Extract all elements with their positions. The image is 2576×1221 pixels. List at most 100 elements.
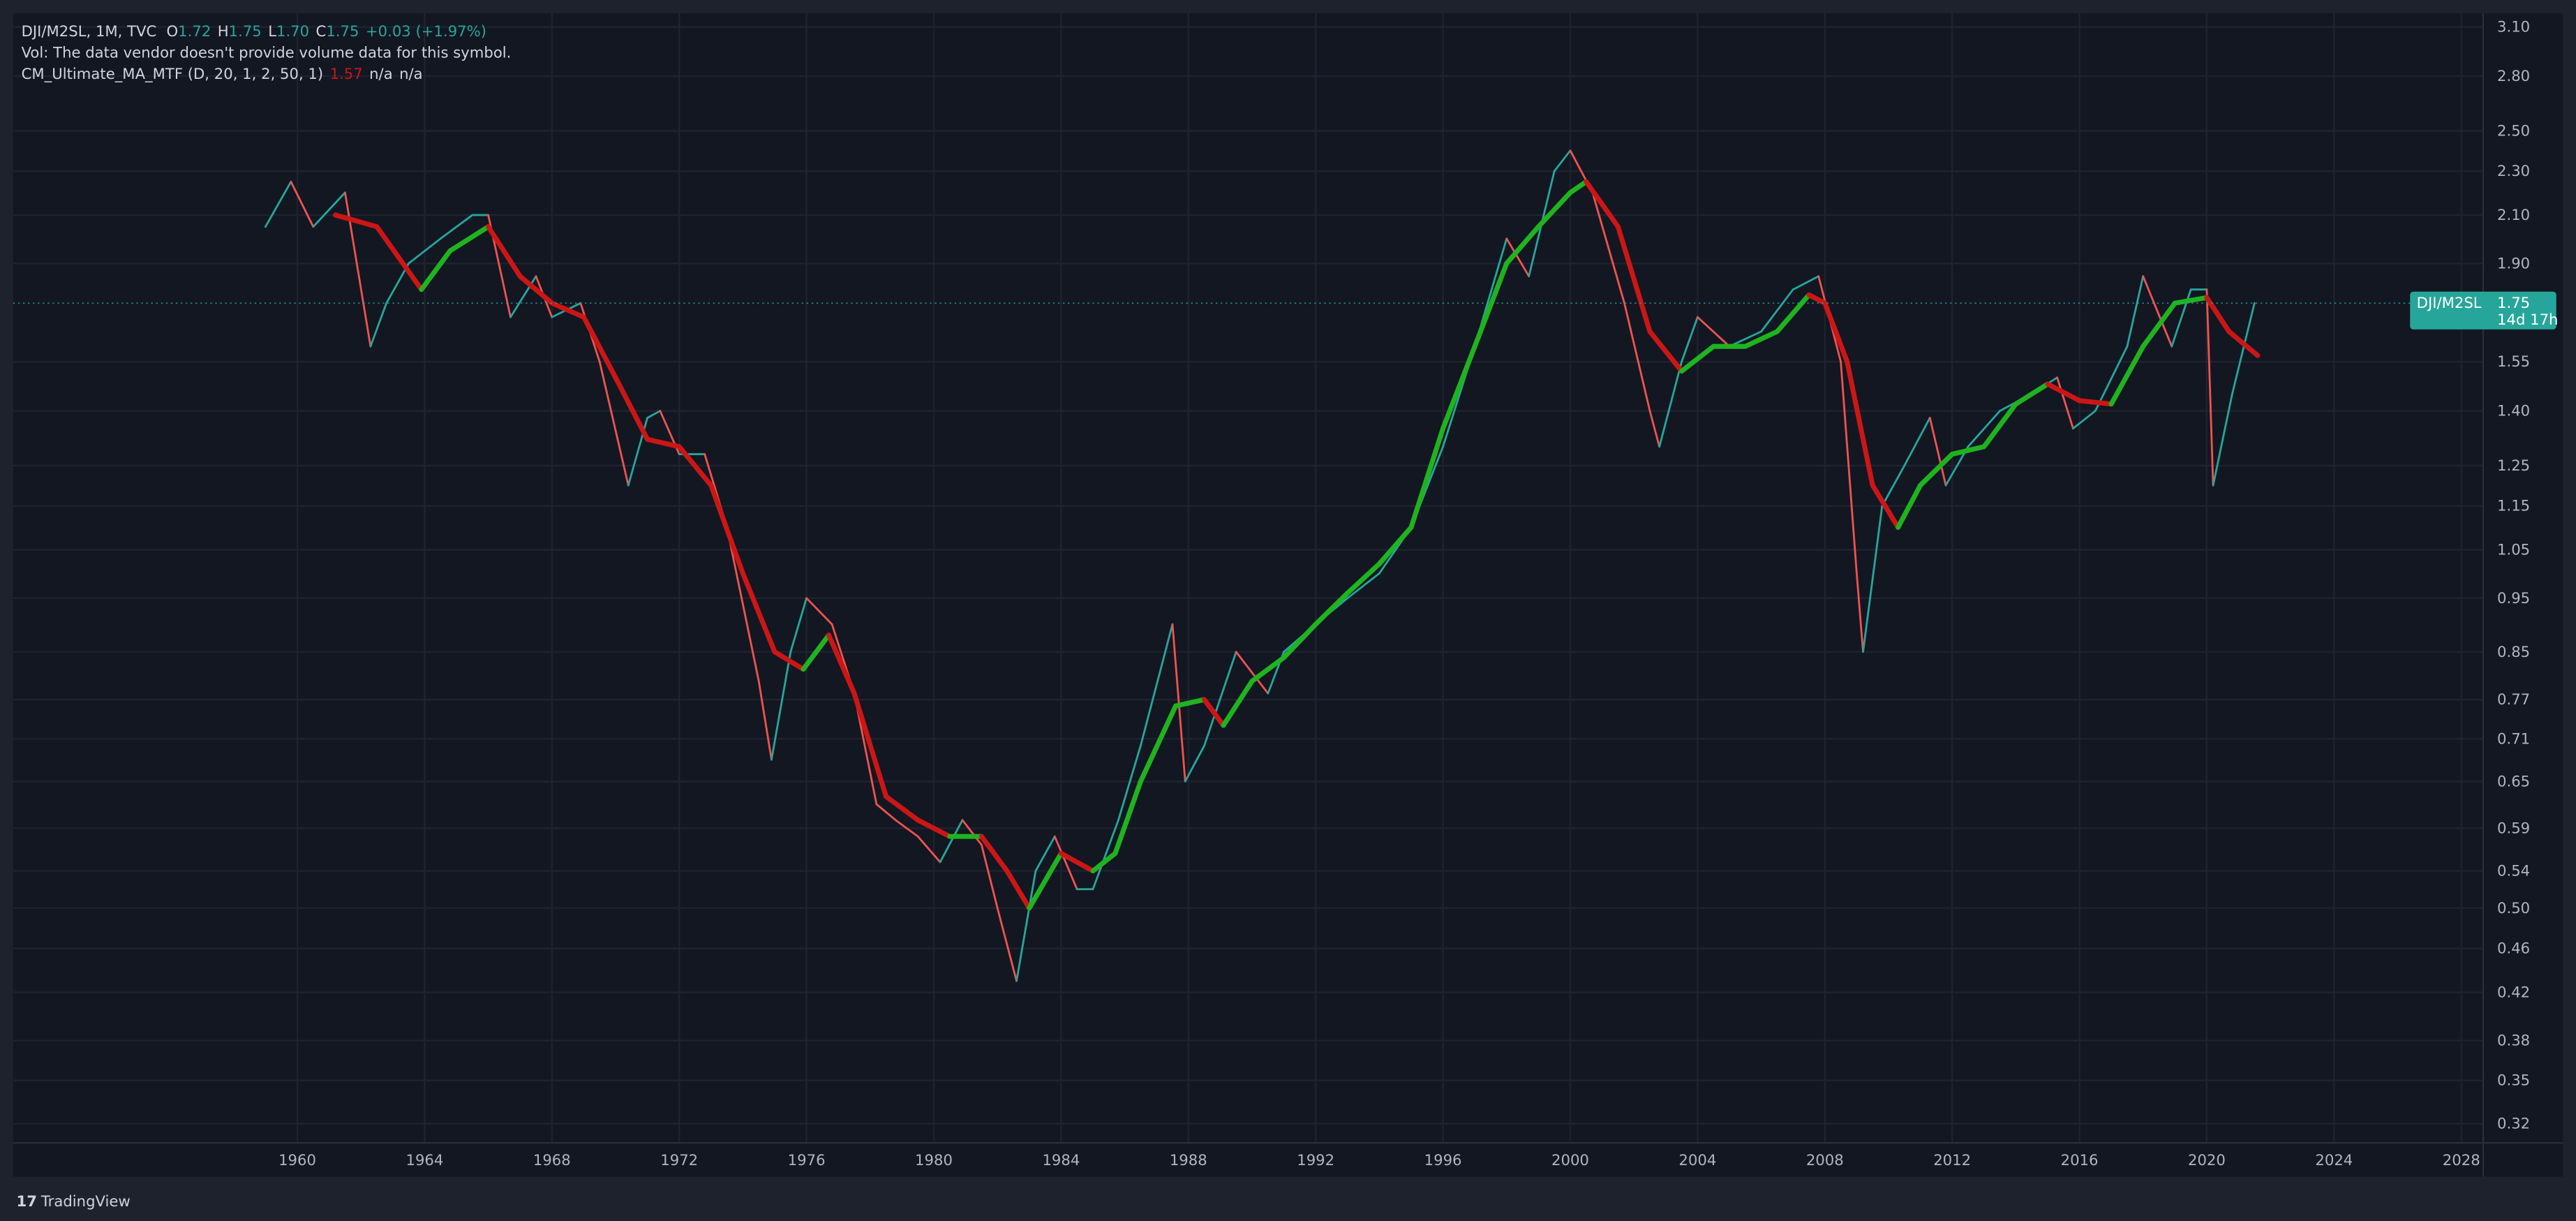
series-segment [884, 794, 921, 823]
series-segment [2212, 392, 2233, 487]
y-tick-label: 1.55 [2497, 353, 2530, 370]
series-segment [1346, 572, 1380, 600]
y-tick-label: 0.50 [2497, 899, 2530, 917]
x-tick-label: 1980 [915, 1151, 953, 1169]
y-tick-label: 1.90 [2497, 254, 2530, 272]
series-segment [549, 300, 586, 320]
series-segment [1112, 778, 1143, 856]
series-segment [1027, 850, 1064, 911]
series-segment [2141, 300, 2177, 349]
series-segment [2204, 295, 2232, 334]
series-segment [1203, 651, 1237, 747]
series-segment [408, 237, 442, 265]
y-tick-label: 1.15 [2497, 497, 2530, 515]
series-segment [1928, 417, 1947, 487]
price-label-value: 1.75 [2497, 294, 2530, 311]
series-segment [789, 597, 808, 653]
series-segment [916, 835, 941, 864]
series-segment [1058, 850, 1096, 874]
series-segment [772, 649, 806, 672]
series-segment [290, 180, 315, 228]
y-tick-label: 3.10 [2497, 18, 2530, 36]
series-segment [805, 597, 833, 626]
series-segment [1235, 651, 1270, 695]
x-tick-label: 1972 [660, 1151, 698, 1169]
series-segment [2142, 275, 2173, 348]
series-segment [2056, 376, 2074, 430]
series-segment [1139, 623, 1174, 747]
series-segment [1760, 288, 1794, 333]
x-tick-label: 2004 [1678, 1151, 1716, 1169]
y-tick-label: 2.30 [2497, 162, 2530, 179]
y-tick-label: 1.40 [2497, 402, 2530, 420]
series-segment [265, 180, 292, 228]
series-segment [851, 690, 889, 799]
indicator-value: 1.57 [330, 65, 363, 82]
series-segment [517, 274, 555, 306]
x-tick-label: 1988 [1170, 1151, 1207, 1169]
series-segment [646, 410, 662, 419]
series-segment [1681, 316, 1699, 363]
y-tick-label: 2.80 [2497, 67, 2530, 84]
indicator-name: CM_Ultimate_MA_MTF (D, 20, 1, 2, 50, 1) [22, 65, 324, 83]
y-tick-label: 1.25 [2497, 457, 2530, 474]
series-segment [333, 212, 380, 230]
series-segment [875, 803, 897, 822]
series-segment [1440, 343, 1477, 431]
x-tick-label: 1984 [1042, 1151, 1080, 1169]
series-segment [2226, 329, 2261, 358]
series-segment [1090, 850, 1118, 874]
x-tick-label: 2008 [1806, 1151, 1844, 1169]
series-segment [1845, 359, 1875, 488]
indicator-extra: n/a [369, 65, 393, 82]
series-segment [1553, 149, 1572, 172]
x-tick-label: 2020 [2188, 1151, 2226, 1169]
series-segment [1806, 292, 1828, 306]
series-segment [1615, 224, 1653, 334]
series-segment [1408, 426, 1446, 530]
series-segment [1840, 360, 1858, 575]
legend-line-2: Vol: The data vendor doesn't provide vol… [22, 43, 512, 61]
series-segment [1535, 190, 1573, 230]
series-segment [2077, 398, 2114, 407]
y-tick-label: 0.59 [2497, 819, 2530, 836]
series-segment [1623, 302, 1651, 412]
y-tick-label: 1.05 [2497, 541, 2530, 558]
y-tick-label: 2.50 [2497, 122, 2530, 140]
series-segment [1896, 482, 1923, 530]
price-label-symbol: DJI/M2SL [2417, 294, 2482, 311]
x-tick-label: 1996 [1424, 1151, 1462, 1169]
series-segment [1184, 744, 1205, 783]
series-segment [1221, 679, 1255, 728]
series-segment [1862, 505, 1884, 653]
series-segment [996, 907, 1018, 982]
footer: TradingView [40, 1192, 131, 1210]
x-tick-label: 2000 [1551, 1151, 1589, 1169]
series-segment [1173, 697, 1207, 709]
series-segment [978, 834, 1010, 874]
series-segment [894, 819, 919, 838]
series-segment [2172, 295, 2210, 306]
series-segment [1696, 316, 1731, 348]
y-tick-label: 0.85 [2497, 643, 2530, 660]
series-segment [726, 526, 760, 683]
series-segment [1981, 401, 2018, 450]
legend-line-1: DJI/M2SL, 1M, TVC O1.72 H1.75 L1.70 C1.75 +0.… [22, 22, 486, 40]
series-segment [2045, 381, 2083, 404]
series-segment [980, 843, 999, 910]
y-tick-label: 0.71 [2497, 730, 2530, 747]
price-label-bg [2410, 291, 2556, 330]
y-tick-label: 0.35 [2497, 1072, 2530, 1089]
y-tick-label: 0.54 [2497, 862, 2530, 880]
series-segment [2072, 410, 2097, 430]
x-tick-label: 1960 [278, 1151, 316, 1169]
series-segment [757, 680, 773, 761]
series-segment [770, 651, 792, 761]
series-segment [1504, 224, 1541, 266]
x-tick-label: 2024 [2315, 1151, 2353, 1169]
y-tick-label: 0.77 [2497, 690, 2530, 708]
series-segment [645, 436, 682, 450]
series-segment [708, 482, 745, 576]
